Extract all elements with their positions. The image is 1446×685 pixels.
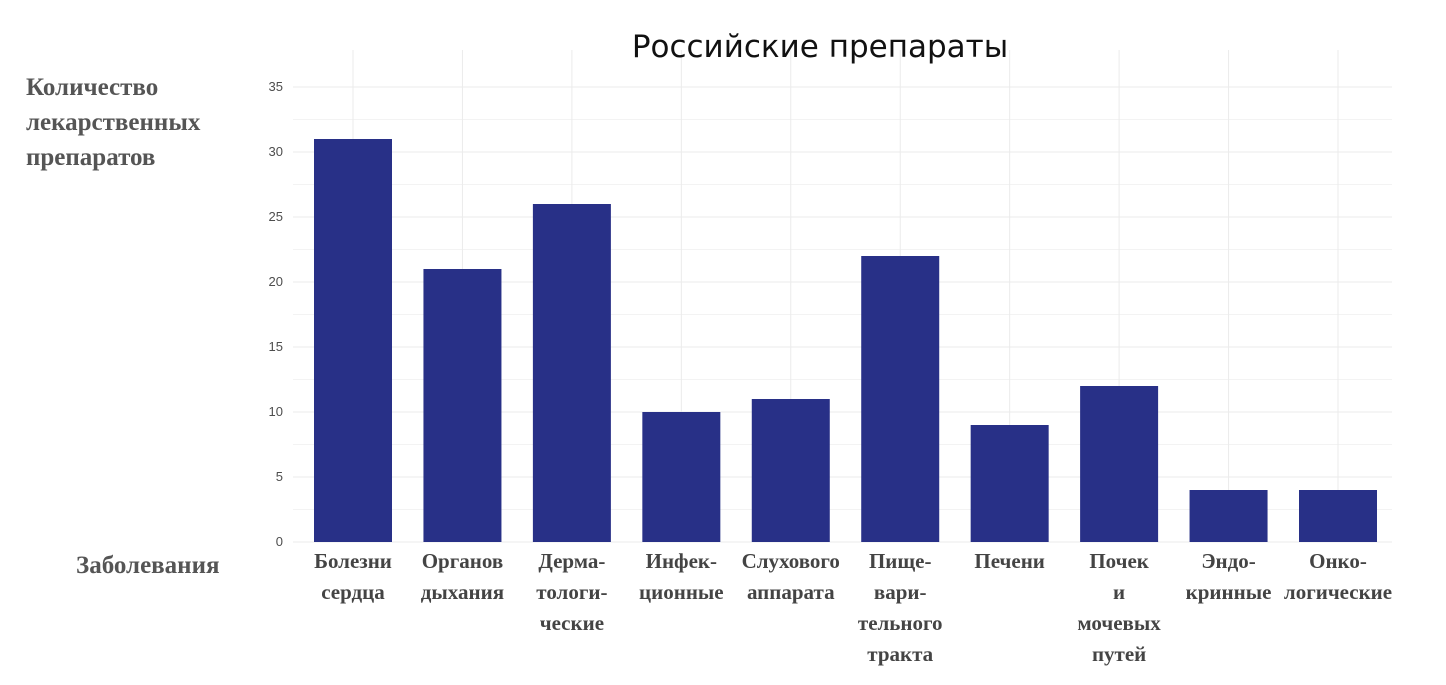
x-tick-label-line: Пище- (869, 549, 931, 573)
y-tick-label: 10 (269, 404, 283, 419)
x-tick-label-line: Органов (422, 549, 503, 573)
y-tick-label: 0 (276, 534, 283, 549)
bars (314, 139, 1377, 542)
y-axis-title-line: лекарственных (26, 109, 201, 136)
x-tick-label-line: тракта (867, 642, 933, 666)
x-axis-category-labels: Болезни сердца Органов дыхания Дерма-тологи-… (314, 549, 1392, 666)
x-tick-label-line: Болезни (314, 549, 392, 573)
y-axis-title-line: препаратов (26, 144, 155, 171)
bar (1189, 490, 1268, 542)
y-tick-label: 25 (269, 209, 283, 224)
x-tick-label: Эндо-кринные (1186, 549, 1272, 604)
x-tick-label-line: путей (1092, 642, 1146, 666)
x-tick-label-line: кринные (1186, 580, 1272, 604)
y-tick-label: 35 (269, 79, 283, 94)
bar (1299, 490, 1377, 542)
x-tick-label: Болезни сердца (314, 549, 392, 604)
x-tick-label-line: логические (1284, 580, 1392, 604)
x-tick-label: Дерма-тологи-ческие (536, 549, 607, 635)
y-axis-title-line: Количество (26, 74, 158, 101)
x-tick-label: Инфек-ционные (639, 549, 724, 604)
x-tick-label-line: тологи- (536, 580, 607, 604)
x-tick-label-line: Почек (1089, 549, 1149, 573)
bar (532, 204, 611, 542)
x-tick-label-line: Онко- (1309, 549, 1367, 573)
x-tick-label: Слухового аппарата (742, 549, 840, 604)
bar (642, 412, 721, 542)
x-tick-label-line: Печени (974, 549, 1045, 573)
x-tick-label-line: дыхания (421, 580, 504, 604)
x-tick-label-line: и (1113, 580, 1125, 604)
x-tick-label-line: Инфек- (646, 549, 717, 573)
x-tick-label-line: Эндо- (1201, 549, 1255, 573)
bar (861, 256, 940, 542)
y-axis-ticks: 0 5 10 15 20 25 30 35 (269, 79, 283, 549)
x-tick-label: Почек и мочевых путей (1077, 549, 1161, 666)
y-tick-label: 5 (276, 469, 283, 484)
x-tick-label-line: мочевых (1077, 611, 1161, 635)
x-tick-label: Печени (974, 549, 1045, 573)
bar (1080, 386, 1159, 542)
x-tick-label-line: ционные (639, 580, 724, 604)
bar (970, 425, 1049, 542)
y-tick-label: 30 (269, 144, 283, 159)
chart-title: Российские препараты (632, 29, 1008, 65)
y-axis-title: Количество лекарственных препаратов (26, 74, 207, 171)
y-tick-label: 15 (269, 339, 283, 354)
y-tick-label: 20 (269, 274, 283, 289)
x-tick-label-line: вари- (874, 580, 927, 604)
bar (751, 399, 830, 542)
x-tick-label: Органов дыхания (421, 549, 504, 604)
bar (423, 269, 502, 542)
x-axis-title: Заболевания (76, 552, 220, 579)
x-tick-label: Пище-вари-тельного тракта (858, 549, 943, 666)
x-tick-label-line: Слухового (742, 549, 840, 573)
x-tick-label-line: аппарата (747, 580, 835, 604)
x-tick-label-line: Дерма- (538, 549, 605, 573)
x-tick-label-line: сердца (321, 580, 385, 604)
x-tick-label-line: тельного (858, 611, 943, 635)
bar (314, 139, 392, 542)
x-tick-label-line: ческие (540, 611, 604, 635)
x-tick-label: Онко-логические (1284, 549, 1392, 604)
